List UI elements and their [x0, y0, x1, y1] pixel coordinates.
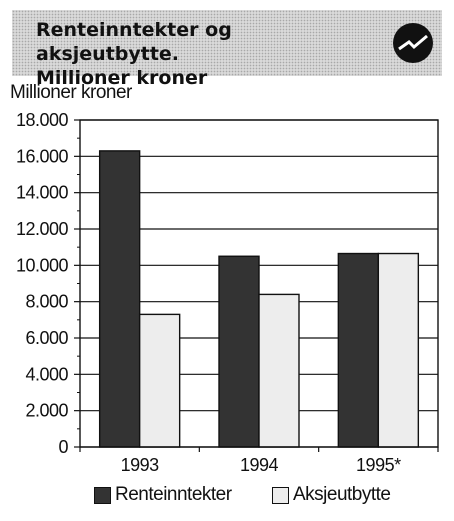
lightning-circle-icon: [393, 23, 433, 63]
bar-renteinntekter-1994: [218, 255, 260, 448]
plot-frame: [79, 119, 439, 448]
bar-aksjeutbytte-1994: [258, 293, 300, 448]
bar-aksjeutbytte-1993: [138, 313, 181, 448]
y-tick-label: 8.000: [25, 292, 68, 312]
chart-title: Renteinntekter og aksjeutbytte. Millione…: [36, 18, 376, 90]
legend-swatch-renteinntekter: [94, 486, 111, 504]
chart-title-line-2: Millioner kroner: [36, 67, 208, 89]
x-tick-label: 1994: [240, 455, 279, 475]
y-tick-label: 2.000: [25, 401, 68, 421]
x-tick-label: 1995*: [356, 455, 401, 475]
y-tick-label: 10.000: [16, 255, 69, 275]
y-tick-label: 12.000: [16, 219, 69, 239]
x-tick-label: 1993: [121, 455, 160, 475]
y-tick-label: 6.000: [25, 328, 68, 348]
legend-label-renteinntekter: Renteinntekter: [115, 484, 232, 505]
y-axis-label: Millioner kroner: [10, 82, 132, 103]
chart-title-line-1: Renteinntekter og aksjeutbytte.: [36, 19, 232, 65]
bar-aksjeutbytte-1995: [377, 252, 420, 448]
y-tick-label: 14.000: [16, 183, 69, 203]
legend-label-aksjeutbytte: Aksjeutbytte: [293, 484, 391, 505]
legend-item-renteinntekter: Renteinntekter: [94, 484, 232, 506]
y-tick-label: 16.000: [16, 146, 69, 166]
y-tick-label: 18.000: [16, 110, 69, 130]
y-tick-label: 0: [58, 437, 68, 457]
legend-swatch-aksjeutbytte: [272, 486, 289, 504]
legend-item-aksjeutbytte: Aksjeutbytte: [272, 484, 391, 506]
bar-chart: 0 2.000 4.000 6.000 8.000 10.000 12.000 14.000 1…: [16, 110, 439, 475]
bar-renteinntekter-1993: [98, 150, 141, 448]
bar-renteinntekter-1995: [337, 252, 380, 448]
title-band: [12, 10, 442, 76]
y-tick-label: 4.000: [25, 364, 68, 384]
legend: Renteinntekter Aksjeutbytte: [0, 484, 454, 514]
